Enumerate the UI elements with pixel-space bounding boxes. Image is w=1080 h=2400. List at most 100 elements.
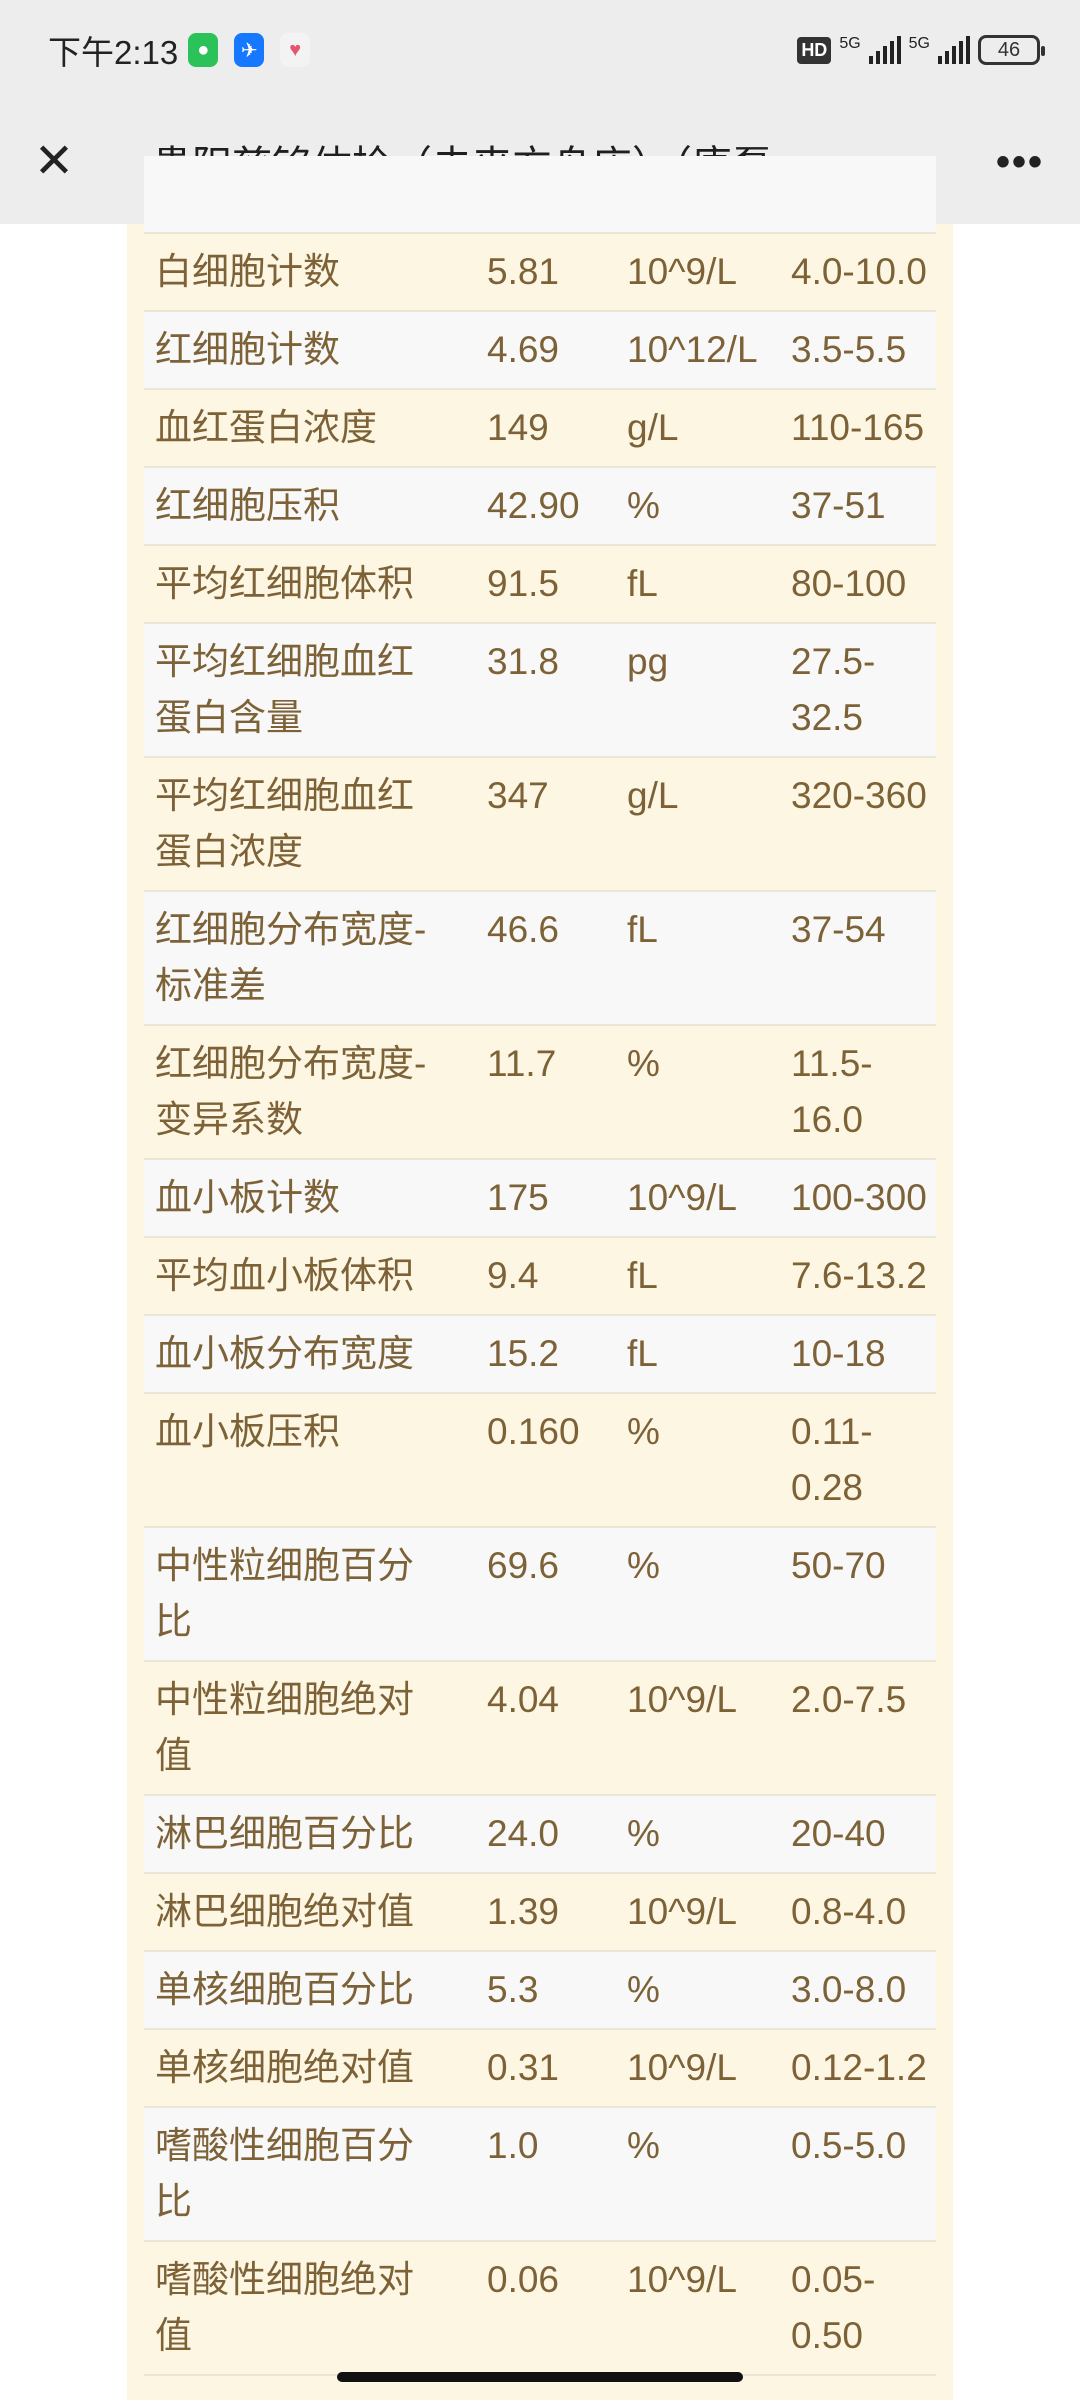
item-value bbox=[476, 156, 616, 234]
item-name: 平均血小板体积 bbox=[144, 1237, 476, 1316]
item-range: 0.12-1.2 bbox=[780, 2029, 936, 2108]
item-unit: 10^12/L bbox=[616, 311, 780, 390]
item-value: 15.2 bbox=[476, 1315, 616, 1394]
item-name bbox=[144, 156, 476, 234]
item-name: 平均红细胞体积 bbox=[144, 545, 476, 624]
item-range: 27.5-32.5 bbox=[780, 623, 936, 758]
more-icon[interactable]: ••• bbox=[995, 139, 1044, 184]
item-name: 血小板分布宽度 bbox=[144, 1315, 476, 1394]
item-value: 347 bbox=[476, 757, 616, 892]
item-unit: g/L bbox=[616, 757, 780, 892]
table-row: 血红蛋白浓度 149 g/L 110-165 bbox=[144, 389, 936, 468]
item-unit: 10^9/L bbox=[616, 233, 780, 312]
item-name: 血小板计数 bbox=[144, 1159, 476, 1238]
item-range: 0.5-5.0 bbox=[780, 2107, 936, 2242]
item-range bbox=[780, 156, 936, 234]
item-value: 24.0 bbox=[476, 1795, 616, 1874]
item-range: 320-360 bbox=[780, 757, 936, 892]
item-unit: % bbox=[616, 1795, 780, 1874]
table-row: 中性粒细胞百分比 69.6% 50-70 bbox=[144, 1527, 936, 1662]
item-unit: 10^9/L bbox=[616, 1661, 780, 1796]
item-value: 0.31 bbox=[476, 2029, 616, 2108]
item-range: 50-70 bbox=[780, 1527, 936, 1662]
table-row: 血小板压积 0.160% 0.11-0.28 bbox=[144, 1393, 936, 1528]
item-value: 1.0 bbox=[476, 2107, 616, 2242]
item-name: 中性粒细胞绝对值 bbox=[144, 1661, 476, 1796]
item-range: 80-100 bbox=[780, 545, 936, 624]
wechat-icon: ● bbox=[188, 33, 219, 67]
item-range: 2.0-7.5 bbox=[780, 1661, 936, 1796]
network-label: 5G bbox=[839, 35, 861, 52]
battery-icon: 46 bbox=[978, 35, 1045, 65]
item-name: 红细胞压积 bbox=[144, 467, 476, 546]
network-label: 5G bbox=[908, 35, 930, 52]
table-row: 淋巴细胞绝对值 1.39 10^9/L 0.8-4.0 bbox=[144, 1873, 936, 1952]
item-range: 11.5-16.0 bbox=[780, 1025, 936, 1160]
report-container: 白细胞计数 5.81 10^9/L 4.0-10.0 红细胞计数 4.69 10^12/L 3… bbox=[127, 156, 953, 2400]
close-icon[interactable]: ✕ bbox=[33, 135, 75, 188]
item-name: 红细胞计数 bbox=[144, 311, 476, 390]
table-row: 红细胞压积 42.90% 37-51 bbox=[144, 467, 936, 546]
item-name: 单核细胞绝对值 bbox=[144, 2029, 476, 2108]
table-row: 红细胞分布宽度-变异系数 11.7% 11.5-16.0 bbox=[144, 1025, 936, 1160]
item-name: 单核细胞百分比 bbox=[144, 1951, 476, 2030]
table-row: 单核细胞百分比 5.3% 3.0-8.0 bbox=[144, 1951, 936, 2030]
item-unit: % bbox=[616, 1393, 780, 1528]
hd-voice-icon: HD bbox=[797, 36, 832, 64]
item-value: 91.5 bbox=[476, 545, 616, 624]
item-range: 0.8-4.0 bbox=[780, 1873, 936, 1952]
item-range: 37-54 bbox=[780, 891, 936, 1026]
item-name: 红细胞分布宽度-变异系数 bbox=[144, 1025, 476, 1160]
item-unit: % bbox=[616, 1951, 780, 2030]
item-value: 4.04 bbox=[476, 1661, 616, 1796]
item-value: 5.3 bbox=[476, 1951, 616, 2030]
item-range: 4.0-10.0 bbox=[780, 233, 936, 312]
item-range: 3.5-5.5 bbox=[780, 311, 936, 390]
item-name: 淋巴细胞百分比 bbox=[144, 1795, 476, 1874]
item-value: 5.81 bbox=[476, 233, 616, 312]
item-range: 10-18 bbox=[780, 1315, 936, 1394]
item-value: 1.39 bbox=[476, 1873, 616, 1952]
item-range: 20-40 bbox=[780, 1795, 936, 1874]
home-indicator[interactable] bbox=[337, 2372, 743, 2382]
item-value: 0.160 bbox=[476, 1393, 616, 1528]
item-name: 中性粒细胞百分比 bbox=[144, 1527, 476, 1662]
table-row: 红细胞分布宽度-标准差 46.6 fL 37-54 bbox=[144, 891, 936, 1026]
item-unit: 10^9/L bbox=[616, 1159, 780, 1238]
item-value: 69.6 bbox=[476, 1527, 616, 1662]
table-row: 嗜酸性细胞绝对值 0.06 10^9/L 0.05-0.50 bbox=[144, 2241, 936, 2376]
signal-icon bbox=[938, 36, 970, 64]
item-name: 血红蛋白浓度 bbox=[144, 389, 476, 468]
table-row: 平均血小板体积 9.4 fL 7.6-13.2 bbox=[144, 1237, 936, 1316]
item-value: 31.8 bbox=[476, 623, 616, 758]
item-unit: % bbox=[616, 1527, 780, 1662]
item-value: 149 bbox=[476, 389, 616, 468]
table-row: 白细胞计数 5.81 10^9/L 4.0-10.0 bbox=[144, 233, 936, 312]
item-value: 0.06 bbox=[476, 2241, 616, 2376]
health-app-icon: ♥ bbox=[280, 33, 311, 67]
item-unit: fL bbox=[616, 1237, 780, 1316]
signal-icon bbox=[868, 36, 901, 64]
item-name: 红细胞分布宽度-标准差 bbox=[144, 891, 476, 1026]
item-unit: 10^9/L bbox=[616, 2029, 780, 2108]
table-row bbox=[144, 156, 936, 234]
item-value: 11.7 bbox=[476, 1025, 616, 1160]
item-unit: % bbox=[616, 1025, 780, 1160]
item-unit: fL bbox=[616, 891, 780, 1026]
table-row: 中性粒细胞绝对值 4.04 10^9/L 2.0-7.5 bbox=[144, 1661, 936, 1796]
item-unit: 10^9/L bbox=[616, 2241, 780, 2376]
item-range: 110-165 bbox=[780, 389, 936, 468]
table-row: 单核细胞绝对值 0.31 10^9/L 0.12-1.2 bbox=[144, 2029, 936, 2108]
item-value: 175 bbox=[476, 1159, 616, 1238]
item-range: 100-300 bbox=[780, 1159, 936, 1238]
item-range: 0.05-0.50 bbox=[780, 2241, 936, 2376]
item-name: 淋巴细胞绝对值 bbox=[144, 1873, 476, 1952]
item-unit: fL bbox=[616, 1315, 780, 1394]
item-name: 平均红细胞血红蛋白含量 bbox=[144, 623, 476, 758]
item-range: 37-51 bbox=[780, 467, 936, 546]
status-time: 下午2:13 bbox=[48, 34, 179, 71]
item-name: 白细胞计数 bbox=[144, 233, 476, 312]
table-row: 血小板分布宽度 15.2 fL 10-18 bbox=[144, 1315, 936, 1394]
table-row: 平均红细胞血红蛋白浓度 347 g/L 320-360 bbox=[144, 757, 936, 892]
item-range: 7.6-13.2 bbox=[780, 1237, 936, 1316]
